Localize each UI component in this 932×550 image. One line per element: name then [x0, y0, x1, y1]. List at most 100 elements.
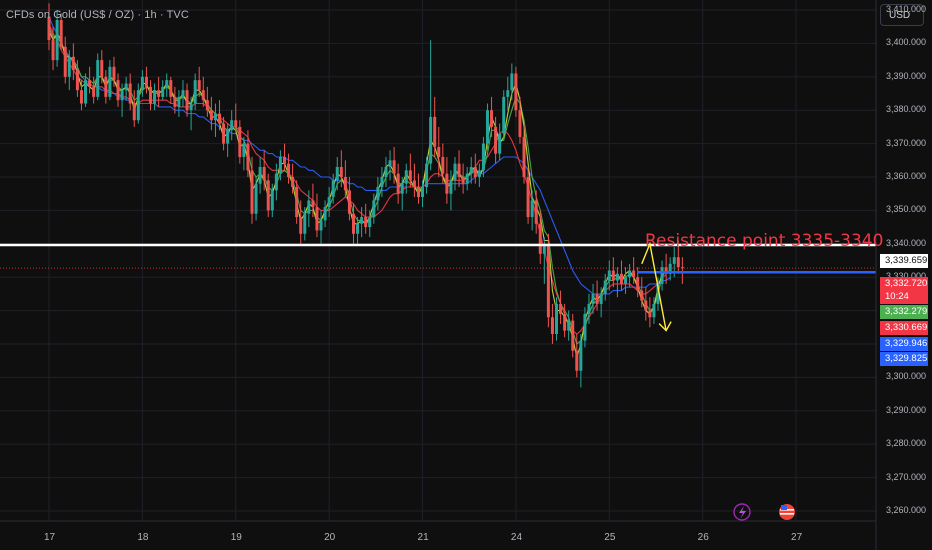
candle	[331, 173, 335, 204]
candle-body	[587, 303, 591, 314]
candle-body	[222, 123, 226, 144]
candle-body	[481, 143, 485, 171]
y-tick-label: 3,270.000	[886, 471, 927, 482]
chart-title: CFDs on Gold (US$ / OZ) · 1h · TVC	[6, 9, 189, 21]
candle-body	[372, 200, 376, 218]
candle-body	[295, 187, 299, 218]
candle-body	[140, 76, 144, 91]
candle-body	[575, 350, 579, 371]
candle-body	[303, 213, 307, 234]
candle	[546, 233, 550, 328]
candle	[619, 260, 623, 291]
candle	[490, 96, 494, 137]
candle-body	[96, 60, 100, 97]
candle-body	[59, 20, 63, 47]
us-flag-icon[interactable]	[779, 504, 795, 520]
candle-body	[307, 200, 311, 214]
candle	[380, 166, 384, 198]
x-tick-label: 25	[604, 532, 616, 543]
lightning-icon[interactable]	[733, 503, 751, 521]
candle	[416, 173, 420, 204]
candle-body	[197, 80, 201, 91]
candle-body	[485, 110, 489, 144]
candle-body	[347, 190, 351, 214]
candle-body	[331, 180, 335, 198]
x-tick-label: 19	[230, 532, 242, 543]
candle	[632, 257, 636, 284]
candle-body	[615, 273, 619, 281]
candle	[502, 90, 506, 141]
candle	[51, 26, 55, 71]
candle	[376, 177, 380, 211]
candle	[104, 70, 108, 104]
candle	[140, 70, 144, 97]
candle-body	[433, 116, 437, 147]
candle	[660, 260, 664, 291]
candle	[437, 126, 441, 178]
candle	[652, 297, 656, 324]
candle	[421, 180, 425, 208]
candle-body	[100, 60, 104, 77]
candle	[153, 83, 157, 111]
ma-line-blue	[48, 16, 671, 295]
candle	[319, 210, 323, 244]
candle	[96, 53, 100, 101]
chart-grid	[0, 0, 876, 521]
candle-body	[555, 303, 558, 334]
candle-body	[92, 86, 96, 97]
candle-body	[230, 120, 234, 131]
candle-body	[352, 213, 355, 234]
candle-body	[429, 116, 433, 164]
candle	[222, 116, 226, 151]
currency-button[interactable]: USD	[880, 4, 924, 26]
candle	[262, 150, 266, 191]
candle	[522, 123, 526, 184]
candle	[250, 156, 254, 224]
candle	[372, 193, 376, 224]
candle-body	[149, 86, 152, 104]
y-tick-label: 3,260.000	[886, 504, 927, 515]
candle-body	[656, 283, 660, 304]
candle	[100, 50, 104, 84]
candle-body	[619, 273, 623, 284]
candle	[75, 60, 79, 97]
candle-body	[287, 163, 291, 178]
countdown-tag: 10:24	[880, 290, 928, 304]
candle	[595, 280, 599, 311]
candle-body	[250, 170, 254, 214]
candle	[209, 96, 213, 131]
candle	[169, 76, 173, 104]
candle-body	[266, 180, 270, 211]
candle	[67, 50, 71, 91]
candle-body	[457, 163, 461, 178]
candle-body	[63, 46, 67, 77]
candle-body	[218, 113, 222, 124]
candle-body	[112, 66, 116, 81]
candle	[449, 170, 453, 211]
candle	[181, 80, 185, 107]
candle	[404, 163, 408, 194]
candle	[323, 200, 327, 228]
candle	[412, 163, 416, 198]
candle	[640, 277, 644, 308]
last-price-tag: 3,332.720	[880, 277, 928, 291]
ma-green-price-tag: 3,332.279	[880, 305, 928, 319]
candle-body	[376, 187, 380, 201]
candle-body	[477, 170, 481, 178]
candle-body	[550, 317, 554, 334]
candle	[628, 263, 632, 288]
candle	[238, 120, 242, 164]
candle-body	[526, 177, 530, 218]
resistance-annotation: Resistance point 3335-3340	[645, 231, 884, 251]
candle-body	[124, 83, 128, 91]
candle-body	[104, 76, 108, 97]
candle-body	[278, 156, 282, 174]
candle	[124, 76, 128, 101]
y-tick-label: 3,360.000	[886, 171, 927, 181]
candle-body	[153, 90, 157, 104]
candle	[563, 303, 567, 338]
ma-red-price-tag: 3,330.669	[880, 321, 928, 335]
y-tick-label: 3,390.000	[886, 70, 927, 81]
candle-body	[506, 90, 510, 97]
